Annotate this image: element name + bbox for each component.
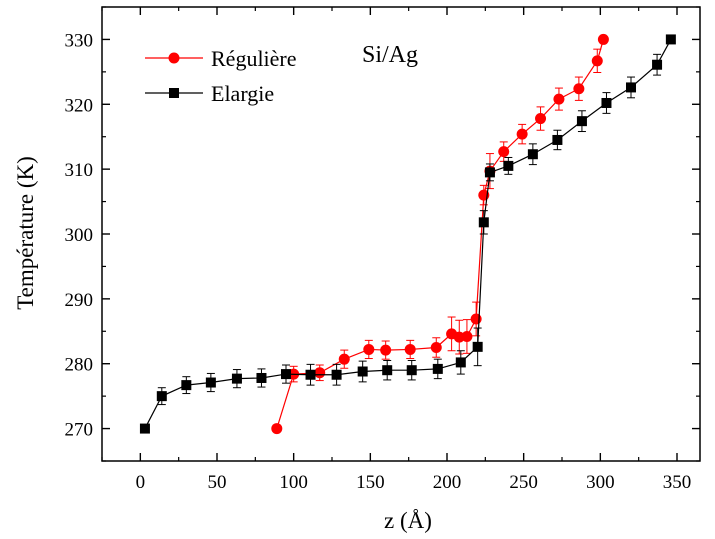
x-axis-title: z (Å) [384, 508, 432, 533]
x-tick-label: 300 [586, 472, 615, 493]
legend-item: Elargie [145, 81, 274, 106]
x-tick-label: 350 [663, 472, 692, 493]
data-point [181, 380, 192, 391]
series-1 [271, 33, 609, 435]
data-point [472, 341, 483, 352]
data-point [553, 93, 565, 105]
data-point [626, 82, 636, 93]
legend-marker [169, 88, 179, 98]
y-tick-label: 330 [65, 30, 94, 51]
y-axis-title: Température (K) [13, 156, 38, 310]
data-point [406, 365, 417, 376]
legend-label: Elargie [211, 81, 274, 106]
data-point [404, 343, 416, 355]
y-tick-label: 290 [65, 290, 94, 311]
data-point [601, 97, 612, 108]
data-point [503, 160, 514, 171]
data-point [478, 217, 489, 228]
data-point [455, 357, 466, 368]
chart-annotation: Si/Ag [362, 42, 418, 68]
legend: Régulière Elargie [145, 46, 297, 106]
data-point [357, 366, 368, 377]
series-group [139, 33, 676, 435]
x-tick-label: 0 [136, 472, 146, 493]
x-tick-label: 150 [356, 472, 385, 493]
data-point [382, 365, 393, 376]
data-point [470, 313, 482, 325]
legend-item: Régulière [145, 46, 297, 71]
data-point [591, 55, 603, 67]
data-point [205, 377, 216, 388]
axes-group: 0 50 100 150 200 250 300 350 270 280 290 300 310 320 3… [65, 6, 701, 493]
y-tick-label: 300 [65, 225, 94, 246]
data-point [527, 149, 538, 160]
x-tick-label: 100 [279, 472, 308, 493]
x-tick-label: 200 [433, 472, 462, 493]
data-point [156, 391, 167, 402]
data-point [432, 363, 443, 374]
data-point [331, 369, 342, 380]
data-point [271, 423, 283, 435]
data-point [139, 423, 150, 434]
data-point [380, 344, 392, 356]
x-tick-label: 250 [509, 472, 538, 493]
data-point [516, 128, 528, 140]
series-2 [139, 34, 676, 434]
data-point [314, 367, 326, 379]
y-tick-label: 310 [65, 160, 94, 181]
y-tick-label: 320 [65, 95, 94, 116]
legend-label: Régulière [211, 46, 297, 71]
data-point [576, 116, 587, 127]
data-point [535, 113, 547, 125]
plot-frame [101, 6, 701, 462]
data-point [305, 369, 316, 380]
legend-marker [168, 52, 180, 64]
data-point [338, 353, 350, 365]
y-tick-label: 280 [65, 355, 94, 376]
data-point [552, 134, 563, 145]
data-point [430, 342, 442, 353]
data-point [498, 146, 510, 158]
data-point [363, 343, 375, 355]
data-point [484, 167, 495, 178]
data-point [573, 83, 585, 95]
data-point [231, 373, 242, 384]
data-point [461, 330, 473, 342]
data-point [281, 369, 291, 380]
x-tick-label: 50 [208, 472, 227, 493]
data-point [665, 34, 676, 45]
data-point [597, 33, 609, 45]
data-point [256, 372, 267, 383]
data-point [652, 59, 663, 70]
y-tick-label: 270 [65, 420, 94, 441]
